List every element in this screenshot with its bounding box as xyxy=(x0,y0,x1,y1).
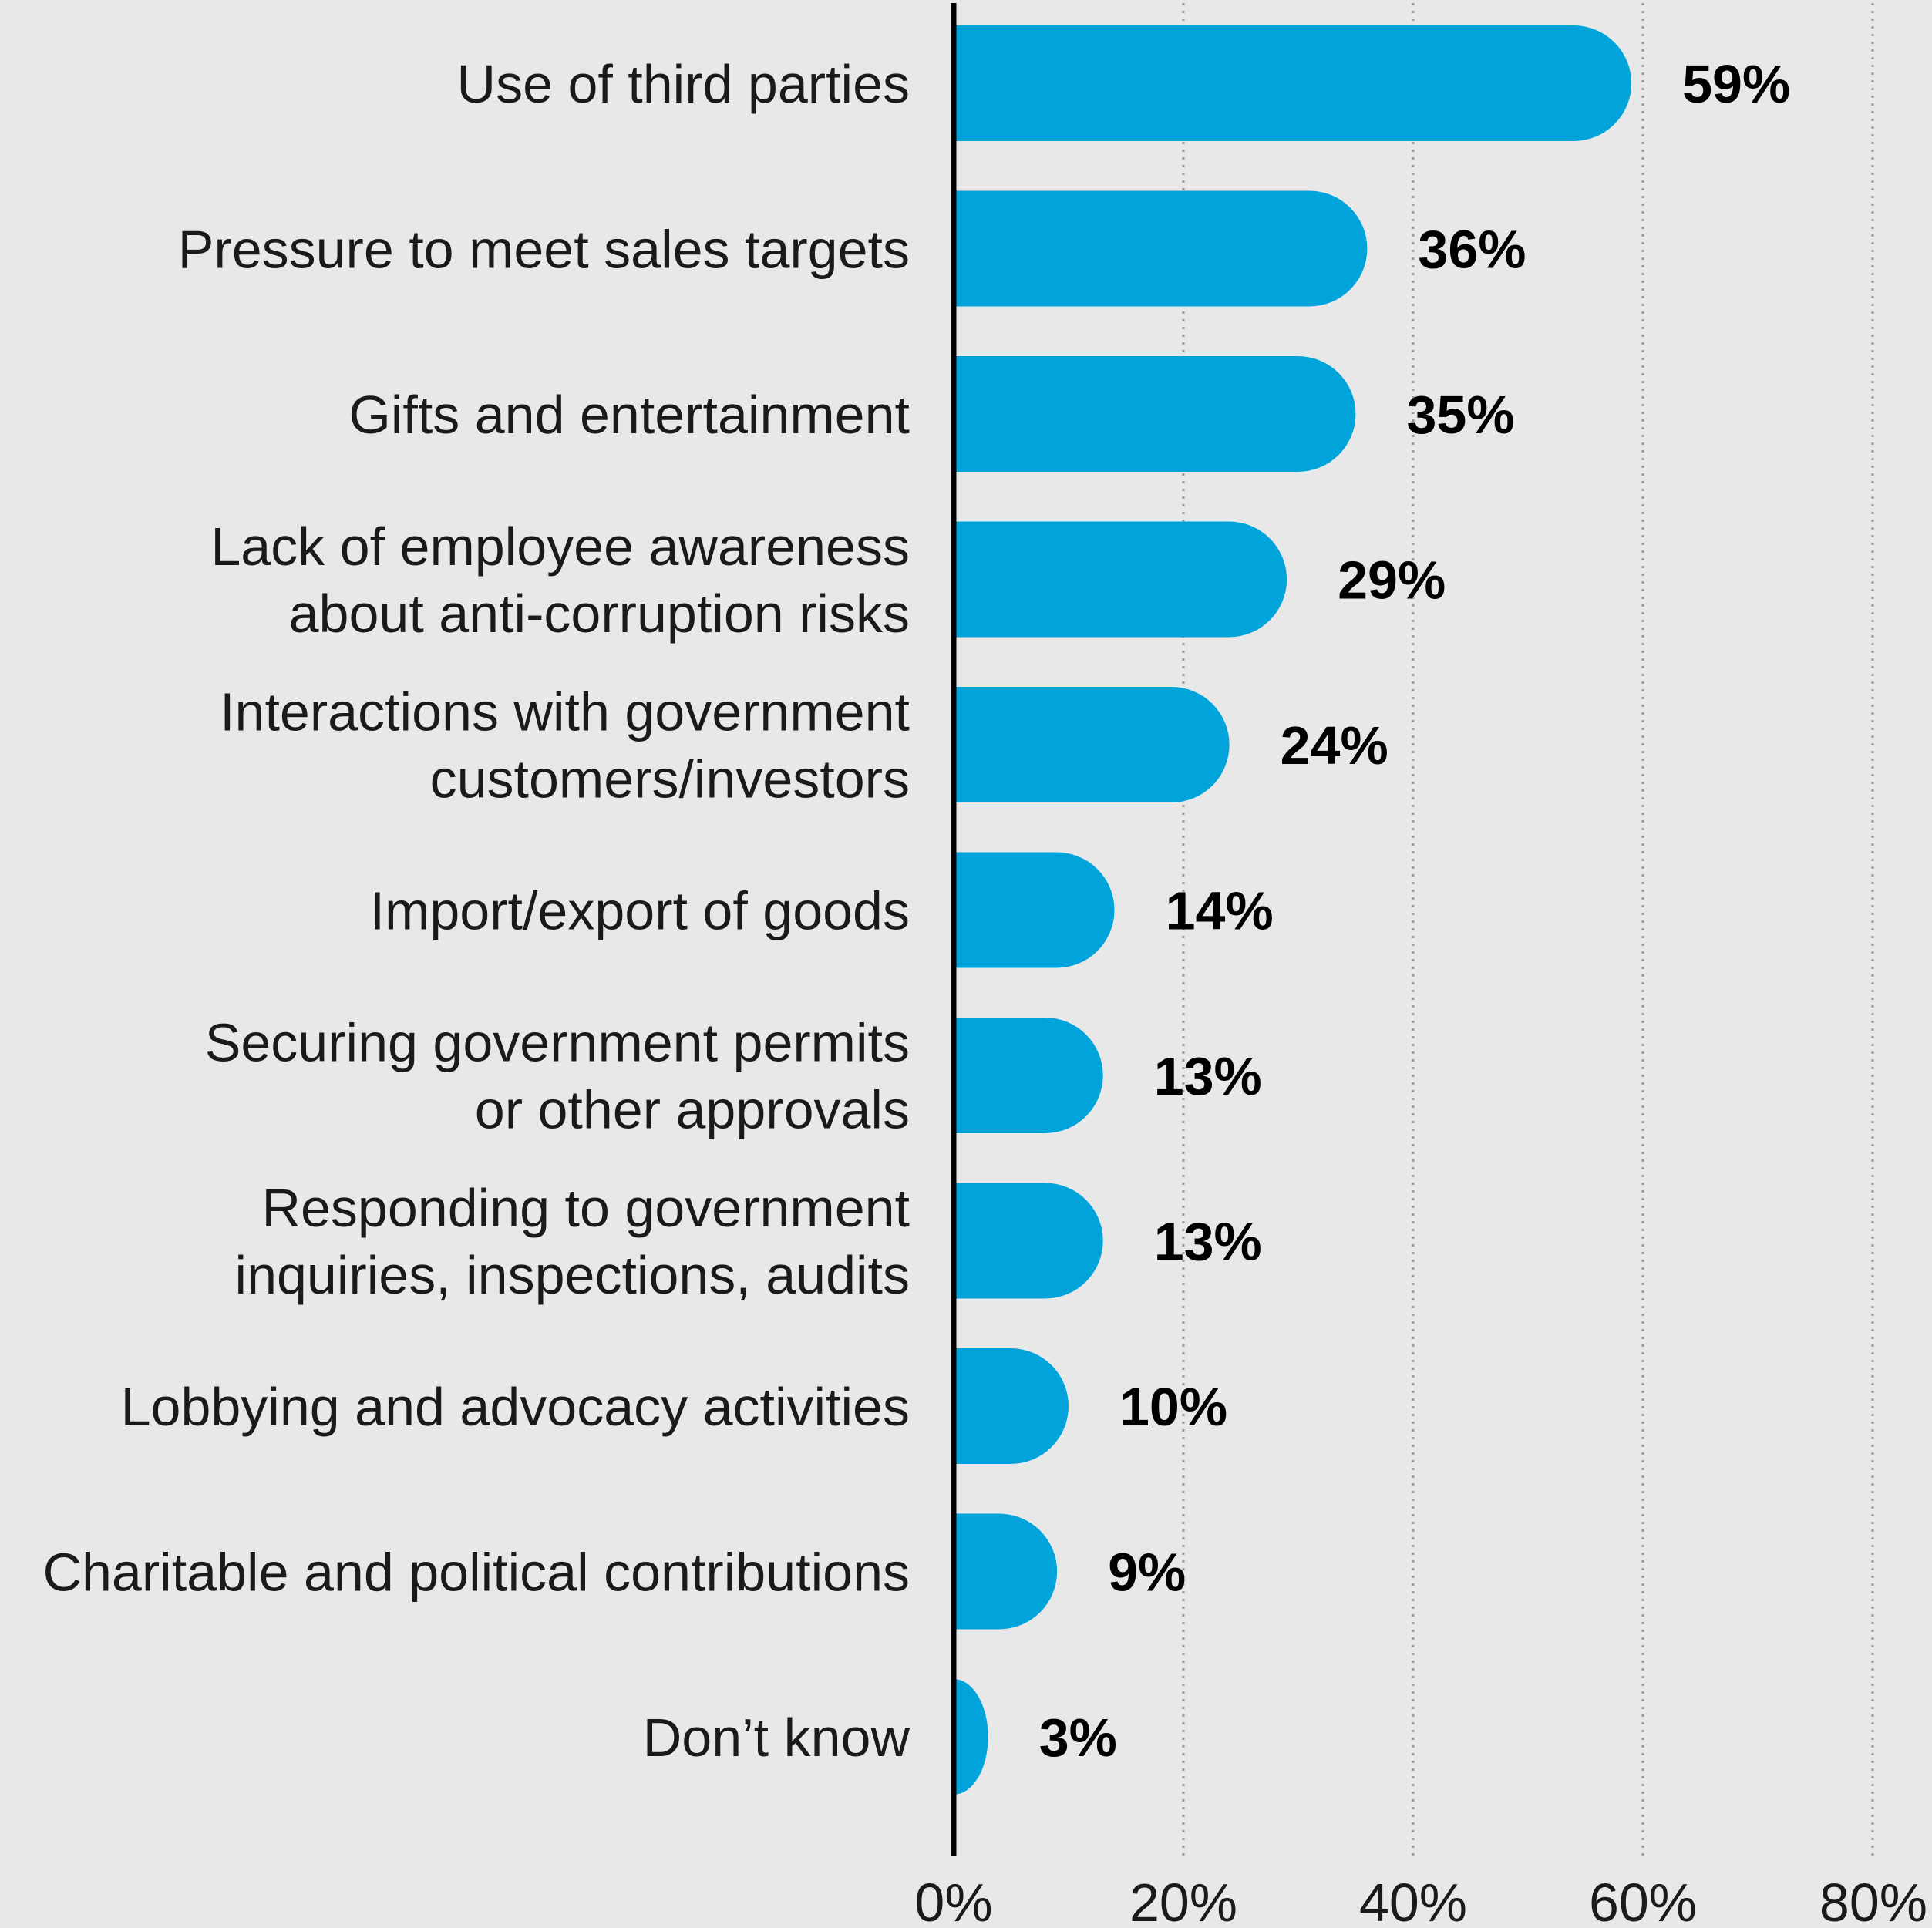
category-label-2: Pressure to meet sales targets xyxy=(178,220,910,280)
category-label-line: customers/investors xyxy=(430,749,910,809)
bar-8 xyxy=(954,1183,1103,1299)
value-label-1: 59% xyxy=(1682,54,1790,114)
category-label-3: Gifts and entertainment xyxy=(348,385,910,445)
category-label-11: Don’t know xyxy=(643,1708,910,1768)
category-label-4: Lack of employee awareness about anti-cor… xyxy=(210,516,910,644)
category-label-7: Securing government permits or other appr… xyxy=(205,1013,910,1140)
x-tick-label-40pct: 40% xyxy=(1359,1872,1467,1928)
category-label-8: Responding to government inquiries, inspe… xyxy=(235,1178,910,1305)
bar-1 xyxy=(954,25,1632,141)
value-label-3: 35% xyxy=(1407,385,1515,445)
category-label-line: Pressure to meet sales targets xyxy=(178,220,910,280)
value-label-2: 36% xyxy=(1418,220,1526,280)
value-label-11: 3% xyxy=(1039,1708,1117,1768)
bar-6 xyxy=(954,852,1115,968)
value-labels: 59% 36% 35% 29% 24% 14% 13% 13% 10% 9% 3% xyxy=(1039,54,1791,1768)
bar-4 xyxy=(954,521,1287,638)
value-label-8: 13% xyxy=(1154,1212,1262,1272)
category-label-line: Charitable and political contributions xyxy=(42,1543,910,1603)
value-label-9: 10% xyxy=(1119,1377,1227,1437)
bar-10 xyxy=(954,1513,1058,1630)
category-label-line: Use of third parties xyxy=(457,54,910,114)
x-tick-label-60pct: 60% xyxy=(1589,1872,1697,1928)
x-tick-label-20pct: 20% xyxy=(1129,1872,1237,1928)
bar-11 xyxy=(954,1679,988,1795)
category-label-line: Responding to government xyxy=(261,1178,910,1238)
category-label-line: Gifts and entertainment xyxy=(348,385,910,445)
category-label-line: inquiries, inspections, audits xyxy=(235,1245,910,1305)
category-label-6: Import/export of goods xyxy=(370,881,910,941)
x-tick-label-0pct: 0% xyxy=(914,1872,992,1928)
value-label-5: 24% xyxy=(1281,715,1388,776)
category-label-line: about anti-corruption risks xyxy=(289,584,910,644)
x-tick-label-80pct: 80% xyxy=(1819,1872,1927,1928)
bar-3 xyxy=(954,356,1356,472)
value-label-4: 29% xyxy=(1338,550,1446,611)
category-label-line: Import/export of goods xyxy=(370,881,910,941)
category-label-10: Charitable and political contributions xyxy=(42,1543,910,1603)
category-label-line: Securing government permits xyxy=(205,1013,910,1073)
bar-7 xyxy=(954,1018,1103,1133)
category-label-9: Lobbying and advocacy activities xyxy=(121,1377,910,1437)
value-label-7: 13% xyxy=(1154,1046,1262,1106)
value-label-10: 9% xyxy=(1108,1543,1186,1603)
bars xyxy=(954,25,1632,1795)
category-label-line: or other approvals xyxy=(475,1080,910,1140)
bar-2 xyxy=(954,190,1368,307)
value-label-6: 14% xyxy=(1166,881,1274,941)
category-label-line: Don’t know xyxy=(643,1708,910,1768)
category-label-line: Lack of employee awareness xyxy=(210,516,910,577)
category-label-5: Interactions with government customers/in… xyxy=(220,682,910,809)
bar-5 xyxy=(954,687,1230,802)
category-label-line: Interactions with government xyxy=(220,682,910,742)
x-axis-tick-labels: 0% 20% 40% 60% 80% xyxy=(914,1872,1927,1928)
category-labels: Use of third parties Pressure to meet sal… xyxy=(42,54,910,1768)
bar-9 xyxy=(954,1348,1069,1464)
category-label-1: Use of third parties xyxy=(457,54,910,114)
gridlines xyxy=(1182,3,1874,1856)
category-label-line: Lobbying and advocacy activities xyxy=(121,1377,910,1437)
